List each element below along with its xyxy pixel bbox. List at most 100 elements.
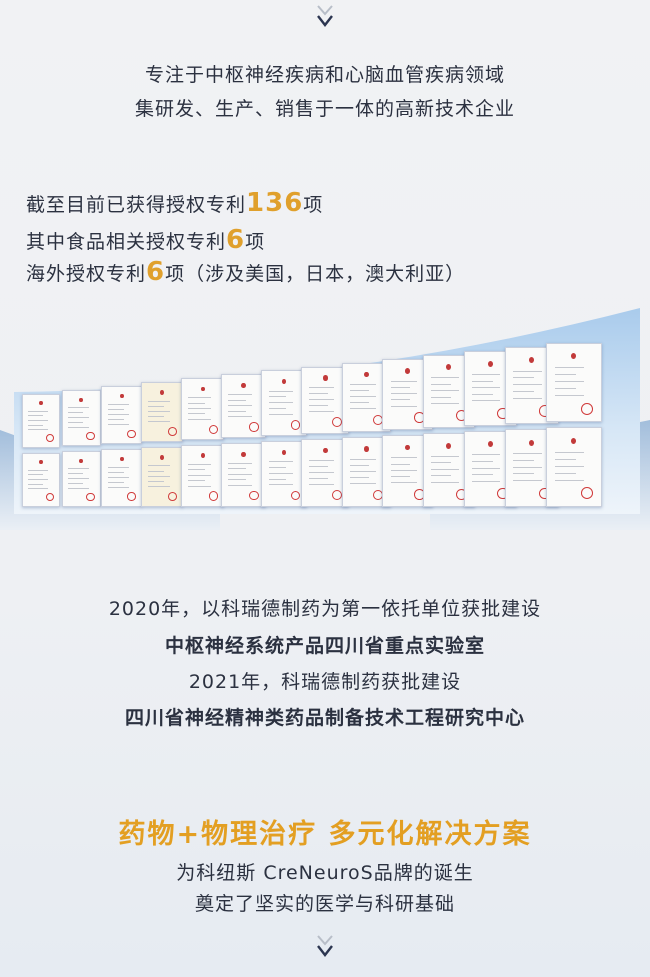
certificate-text-line [68,468,89,470]
certificate-text-line [188,397,211,399]
certificate-text-line [554,465,585,467]
patent-certificate [141,382,184,443]
certificate-text-line [148,481,165,483]
patent-certificate [101,449,142,507]
certificate-text-line [28,420,49,422]
certificate-emblem [487,441,493,448]
certificate-text-line [188,402,205,404]
lab-line-1: 2020年，以科瑞德制药为第一依托单位获批建设 [108,598,542,620]
certificate-text-line [108,414,130,416]
certificate-text-line [349,383,376,385]
certificate-seal [290,419,301,430]
certificate-seal [249,422,259,432]
certificate-text-line [228,468,246,470]
certificate-text-line [472,380,493,382]
patent-count-line: 截至目前已获得授权专利136项 [26,188,323,218]
certificate-text-line [513,459,535,461]
certificate-seal [581,402,593,415]
certificate-text-line [309,483,335,485]
certificate-emblem [363,446,369,452]
certificate-seal [331,490,342,501]
certificate-emblem [160,455,165,460]
certificate-text-line [68,412,84,414]
certificate-text-line [148,405,165,407]
certificate-text-line [431,481,459,483]
certificate-emblem [282,379,287,385]
certificate-text-line [228,479,246,481]
certificate-text-line [513,377,535,379]
intro-line-2: 集研发、生产、销售于一体的高新技术企业 [134,98,515,120]
certificate-text-line [554,381,585,383]
patent-certificate [61,390,101,447]
certificate-emblem [487,360,493,367]
certificate-text-line [472,461,493,463]
patent-certificate [220,374,266,439]
certificate-text-line [431,462,452,464]
certificate-text-line [188,469,205,471]
certificate-seal [581,487,593,500]
certificate-emblem [160,390,165,395]
solution-slogan: 药物+物理治疗 多元化解决方案 [118,819,532,850]
certificate-text-line [188,464,211,466]
certificate-text-line [188,408,211,410]
certificate-text-line [554,374,577,376]
certificate-text-line [390,469,418,471]
certificate-emblem [241,451,246,457]
certificate-text-line [28,488,49,490]
certificate-text-line [309,405,328,406]
certificate-text-line [148,486,171,488]
certificate-text-line [28,474,43,476]
lab-name-2: 四川省神经精神类药品制备技术工程研究中心 [124,707,525,729]
brand-line-1: 为科纽斯 CreNeuroS品牌的诞生 [176,862,474,884]
certificate-text-line [309,393,328,395]
certificate-text-line [431,383,452,385]
certificate-text-line [268,478,287,480]
certificate-text-line [390,482,418,484]
certificate-text-line [513,370,543,372]
double-chevron-down-icon [317,5,333,27]
lab-line-2: 2021年，科瑞德制药获批建设 [188,671,462,693]
certificate-text-line [472,480,501,482]
certificate-text-line [68,417,89,419]
certificate-text-line [472,393,493,395]
certificate-text-line [268,413,294,415]
certificate-text-line [390,457,418,459]
certificate-text-line [148,475,171,477]
certificate-text-line [268,396,287,398]
certificate-seal [46,493,54,502]
certificate-text-line [431,475,452,477]
certificate-text-line [68,477,89,479]
certificate-text-line [554,451,585,453]
patent-certificate [545,342,602,423]
certificate-text-line [188,413,205,415]
certificate-text-line [228,462,252,464]
certificate-text-line [472,387,501,389]
certificate-text-line [228,405,252,407]
certificate-text-line [108,481,124,483]
certificate-text-line [390,386,410,388]
certificate-text-line [349,470,376,472]
patent-certificate [301,366,350,435]
certificate-seal [86,432,95,441]
certificate-text-line [188,474,211,476]
certificate-text-line [108,419,124,421]
certificate-text-line [268,467,287,469]
certificate-text-line [228,416,252,418]
overseas-patent-prefix: 海外授权专利 [26,263,147,285]
patent-count-prefix: 截至目前已获得授权专利 [26,194,247,216]
patent-certificate [141,447,184,507]
certificate-text-line [188,418,211,420]
certificate-text-line [390,405,418,407]
certificate-text-line [309,410,335,412]
certificate-text-line [554,367,585,369]
certificate-seal [208,424,218,434]
certificate-text-line [28,469,49,471]
certificate-text-line [228,484,252,486]
patent-certificate [180,378,225,441]
patent-count-suffix: 项 [303,194,324,216]
patent-certificate [545,427,602,507]
overseas-patent-line: 海外授权专利6项（涉及美国，日本，澳大利亚） [26,257,465,287]
certificate-text-line [472,373,501,375]
overseas-patent-number: 6 [146,257,166,287]
patent-certificate [61,451,101,507]
